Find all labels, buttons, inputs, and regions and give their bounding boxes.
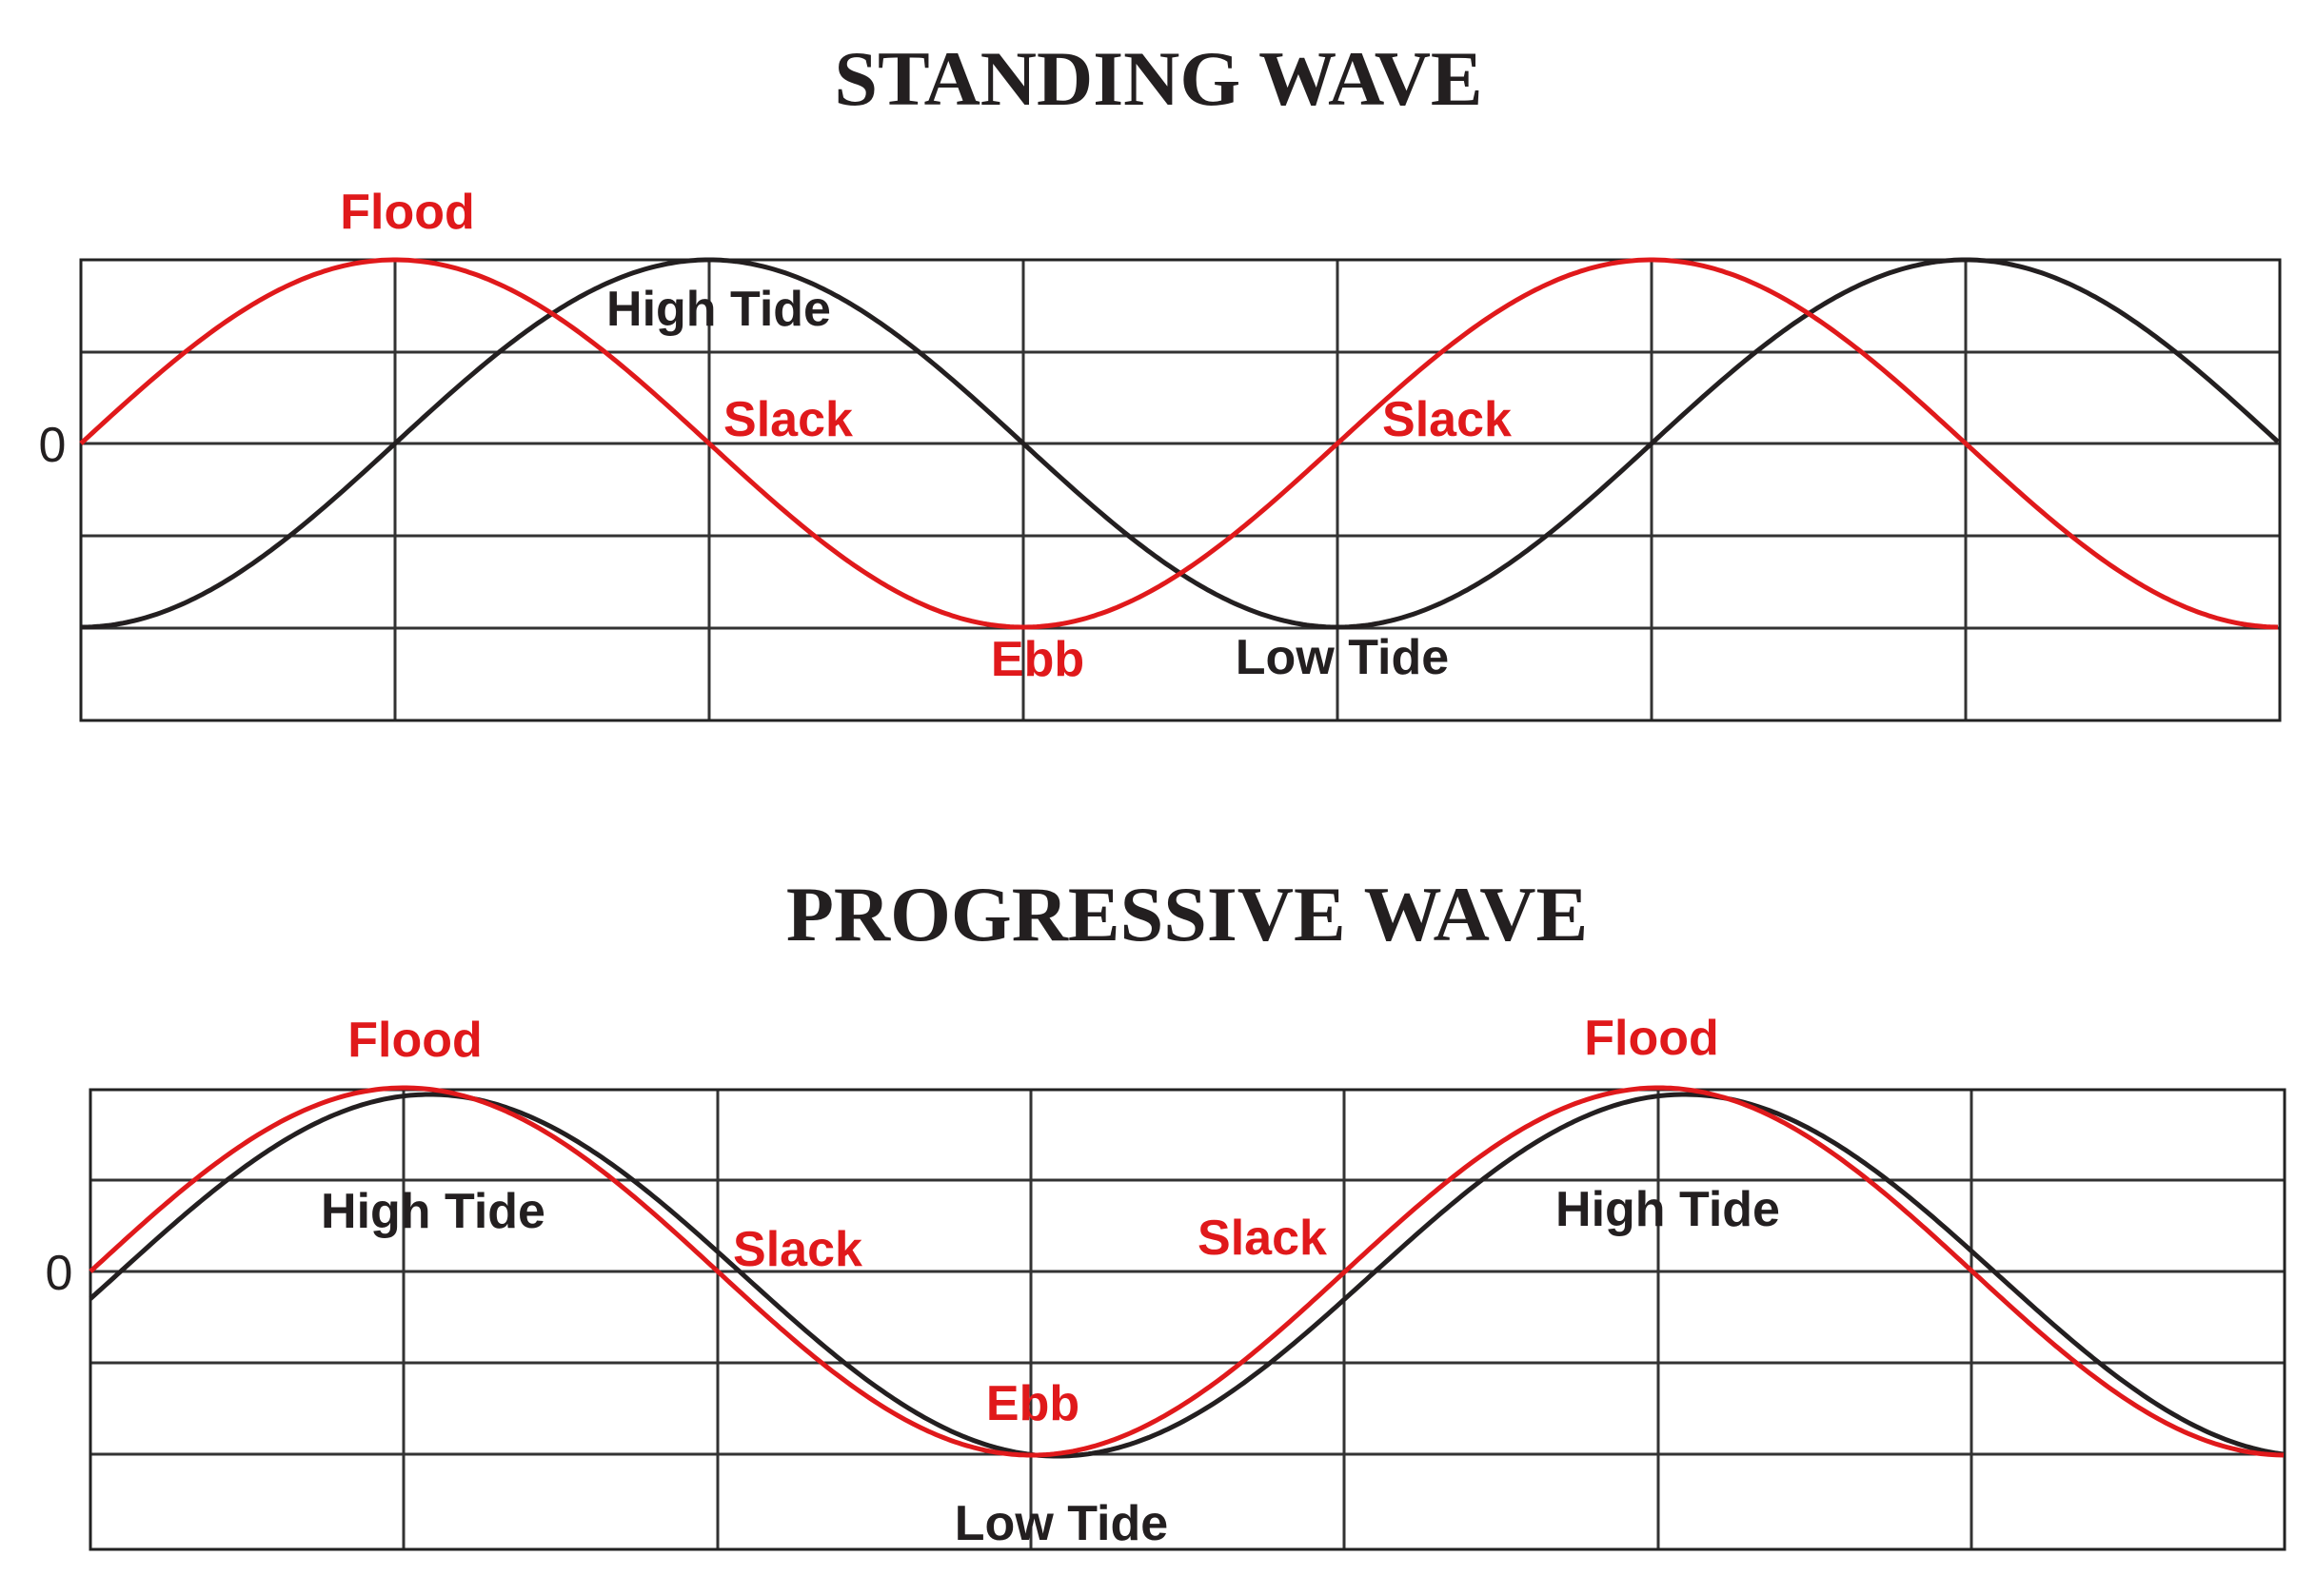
progressive-wave-grid [90,1090,2285,1549]
standing-ebb-label: Ebb [991,632,1084,687]
progressive-low-tide-label: Low Tide [955,1496,1168,1551]
standing-slack-label-2: Slack [1382,392,1512,447]
progressive-ebb-label: Ebb [986,1376,1079,1431]
progressive-wave-title: PROGRESSIVE WAVE [786,871,1588,957]
progressive-slack-label-2: Slack [1198,1211,1327,1266]
standing-high-tide-label: High Tide [606,282,831,337]
progressive-high-tide-label-2: High Tide [1555,1182,1780,1237]
standing-wave-current-curve [79,257,2279,630]
progressive-flood-label-2: Flood [1584,1011,1719,1066]
standing-wave-diagram: STANDING WAVE 0 Flood High Tide Slack Sl… [39,35,2282,722]
progressive-high-tide-label-1: High Tide [321,1184,545,1239]
progressive-wave-frame [89,1088,2286,1551]
standing-slack-label-1: Slack [723,392,853,447]
standing-flood-label: Flood [340,185,475,240]
standing-wave-frame [79,258,2282,722]
standing-wave-grid [81,260,2280,720]
progressive-wave-zero-label: 0 [46,1246,73,1301]
standing-wave-zero-label: 0 [39,418,67,473]
standing-wave-title: STANDING WAVE [834,35,1482,122]
standing-low-tide-label: Low Tide [1236,630,1449,685]
progressive-slack-label-1: Slack [733,1222,862,1277]
progressive-flood-label-1: Flood [347,1013,483,1068]
progressive-wave-diagram: PROGRESSIVE WAVE 0 Flood Flood High Tide… [46,871,2286,1551]
progressive-wave-current-curve [89,1085,2285,1458]
